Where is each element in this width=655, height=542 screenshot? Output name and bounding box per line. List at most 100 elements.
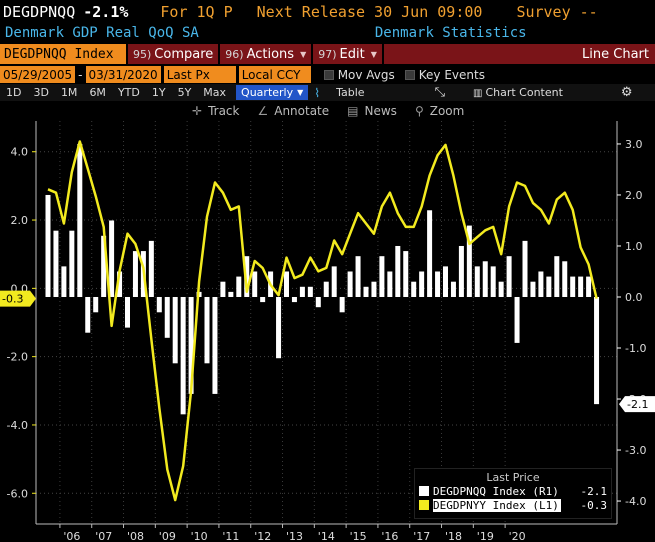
edit-label: Edit — [339, 46, 365, 62]
legend-swatch-line — [419, 500, 429, 510]
currency-select[interactable]: Local CCY — [238, 66, 311, 83]
bar — [323, 281, 329, 297]
chart-content-button[interactable]: ▥ Chart Content — [473, 86, 563, 99]
compare-button[interactable]: 95) Compare — [128, 44, 219, 64]
bar — [61, 266, 67, 297]
bar — [228, 291, 234, 297]
actions-menu[interactable]: 96) Actions ▼ — [220, 44, 312, 64]
news-tool[interactable]: ▤ News — [347, 104, 397, 118]
bar — [355, 256, 361, 297]
right-tick-label: -4.0 — [625, 495, 646, 508]
bar — [93, 296, 99, 313]
period-bar: 1D 3D 1M 6M YTD 1Y 5Y Max Quarterly ▼ ⌇ … — [0, 84, 655, 101]
chart-legend: Last Price DEGDPNQQ Index (R1) -2.1 DEGD… — [414, 468, 612, 519]
tool-bar: ✛ Track ∠ Annotate ▤ News ⚲ Zoom — [0, 101, 655, 121]
bar — [164, 296, 170, 338]
edit-menu[interactable]: 97) Edit ▼ — [313, 44, 382, 64]
next-release: Next Release 30 Jun 09:00 — [256, 3, 483, 21]
bar — [101, 235, 107, 297]
bar — [212, 296, 218, 394]
annotate-tool[interactable]: ∠ Annotate — [257, 104, 329, 118]
gear-icon[interactable]: ⚙ — [620, 85, 633, 100]
period-max[interactable]: Max — [203, 86, 227, 99]
bar — [291, 296, 297, 303]
data-source: Denmark Statistics — [374, 25, 527, 41]
bar — [53, 230, 59, 297]
frequency-select[interactable]: Quarterly ▼ — [236, 85, 309, 100]
frequency-label: Quarterly — [241, 86, 294, 99]
bar — [435, 271, 441, 297]
annotate-label: Annotate — [274, 104, 330, 118]
legend-item-line: DEGDPNYY Index (L1) -0.3 — [419, 498, 611, 512]
key-events-label: Key Events — [418, 67, 485, 82]
bar — [514, 296, 520, 343]
left-last-tag: -0.3 — [2, 293, 23, 306]
line-chart-icon[interactable]: ⌇ — [314, 85, 321, 100]
bar — [45, 194, 51, 297]
bar — [458, 245, 464, 297]
bar — [252, 271, 258, 297]
left-tick-label: 4.0 — [11, 146, 29, 159]
track-tool[interactable]: ✛ Track — [192, 104, 239, 118]
period-3d[interactable]: 3D — [33, 86, 49, 99]
bar — [411, 281, 417, 297]
magnifier-icon: ⚲ — [414, 104, 424, 118]
legend-name-bars: DEGDPNQQ Index (R1) — [433, 484, 559, 498]
bar — [546, 276, 552, 297]
period-6m[interactable]: 6M — [89, 86, 106, 99]
security-input[interactable]: DEGDPNQQ Index — [0, 44, 126, 64]
bar — [443, 266, 448, 297]
right-tick-label: 2.0 — [625, 189, 643, 202]
bar — [204, 296, 210, 364]
news-icon: ▤ — [347, 104, 359, 118]
ticker-change: -2.1% — [83, 3, 129, 21]
legend-swatch-bars — [419, 486, 429, 496]
x-tick-label: '10 — [191, 530, 208, 542]
period-5y[interactable]: 5Y — [177, 86, 192, 99]
compare-label: Compare — [154, 46, 214, 62]
bar — [395, 245, 401, 297]
right-tick-label: 0.0 — [625, 291, 643, 304]
bar — [371, 281, 377, 297]
start-date-input[interactable]: 05/29/2005 — [0, 66, 76, 83]
zoom-tool[interactable]: ⚲ Zoom — [415, 104, 464, 118]
chart-type-label[interactable]: Line Chart — [582, 46, 649, 62]
pencil-icon: ∠ — [257, 104, 269, 118]
bar — [482, 261, 488, 297]
security-description: Denmark GDP Real QoQ SA — [5, 25, 199, 41]
table-button[interactable]: Table — [336, 86, 365, 99]
bar — [474, 266, 480, 297]
left-tick-label: -6.0 — [7, 487, 28, 500]
period-1y[interactable]: 1Y — [151, 86, 166, 99]
expand-icon[interactable]: ⤡ — [434, 85, 445, 100]
bar — [490, 266, 496, 297]
right-tick-label: 1.0 — [625, 240, 643, 253]
chart-canvas[interactable]: 4.02.00.0-2.0-4.0-6.0 3.02.01.00.0-1.0-2… — [0, 121, 655, 542]
menu-bar: DEGDPNQQ Index 95) Compare 96) Actions ▼… — [0, 44, 655, 64]
right-tick-label: -1.0 — [625, 342, 646, 355]
end-date-input[interactable]: 03/31/2020 — [85, 66, 161, 83]
x-tick-label: '11 — [222, 530, 239, 542]
field-select[interactable]: Last Px — [163, 66, 236, 83]
bar — [117, 271, 123, 297]
crosshair-icon: ✛ — [192, 104, 203, 118]
mov-avgs-toggle[interactable]: Mov Avgs — [323, 68, 395, 82]
bar — [220, 281, 226, 297]
key-events-toggle[interactable]: Key Events — [404, 67, 485, 82]
period-ytd[interactable]: YTD — [117, 86, 140, 99]
compare-num: 95) — [133, 47, 152, 61]
bar — [498, 281, 504, 297]
x-tick-label: '17 — [413, 530, 430, 542]
bar — [180, 296, 186, 415]
period-1m[interactable]: 1M — [60, 86, 78, 99]
bar — [578, 276, 584, 297]
period-1d[interactable]: 1D — [6, 86, 22, 99]
bar — [331, 266, 337, 297]
right-last-tag: -2.1 — [627, 398, 648, 411]
chevron-down-icon: ▼ — [370, 49, 377, 59]
chevron-down-icon: ▼ — [297, 88, 304, 97]
left-tick-label: -2.0 — [7, 351, 28, 364]
x-tick-label: '16 — [381, 530, 398, 542]
bar — [554, 256, 560, 297]
bar — [236, 276, 242, 297]
